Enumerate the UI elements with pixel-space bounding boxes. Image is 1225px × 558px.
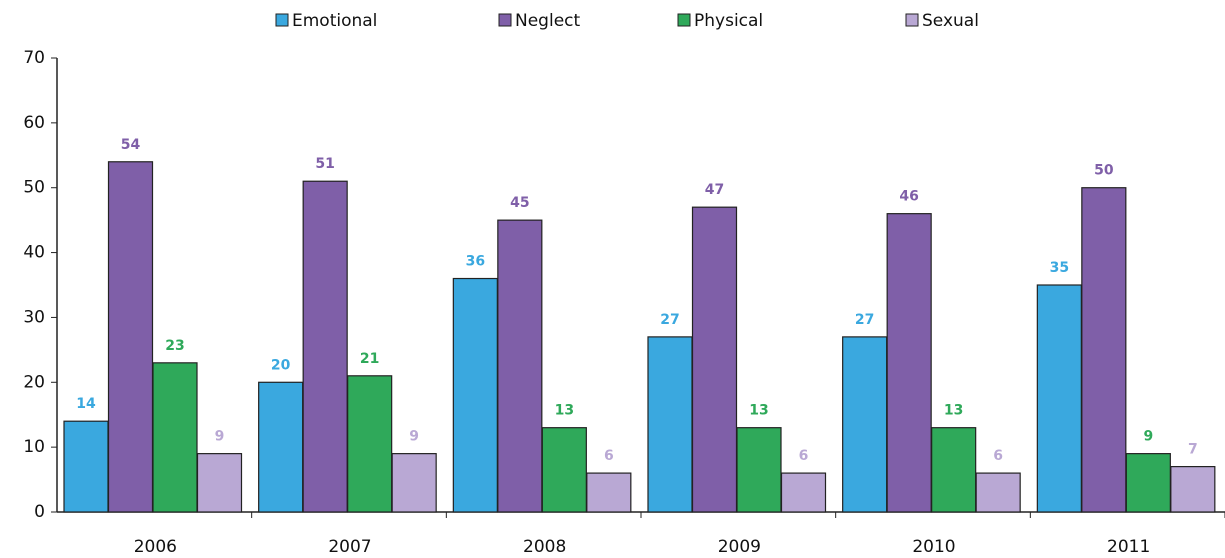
value-label: 9	[1143, 429, 1153, 445]
value-label: 46	[899, 189, 918, 205]
value-label: 35	[1050, 260, 1069, 276]
bar	[302, 180, 348, 513]
bar	[691, 206, 738, 513]
value-label: 7	[1188, 442, 1198, 458]
legend-swatch	[905, 13, 919, 27]
value-label: 27	[660, 312, 679, 328]
bar	[1170, 466, 1216, 513]
y-tick-label: 20	[23, 372, 45, 392]
bar	[842, 336, 888, 513]
value-label: 6	[604, 448, 614, 464]
value-label: 6	[993, 448, 1003, 464]
y-tick-label: 30	[23, 307, 45, 327]
value-label: 13	[555, 403, 574, 419]
bar	[1081, 187, 1127, 513]
value-label: 13	[944, 403, 963, 419]
value-label: 20	[271, 357, 291, 373]
bar	[347, 375, 393, 513]
legend-label: Neglect	[515, 11, 580, 31]
value-label: 21	[360, 351, 379, 367]
bar	[931, 427, 977, 513]
legend-label: Physical	[694, 11, 763, 31]
x-tick-label: 2011	[1107, 537, 1150, 557]
bar	[1125, 453, 1171, 513]
y-tick-label: 40	[23, 243, 45, 263]
value-label: 36	[466, 254, 485, 270]
bar	[886, 213, 932, 513]
value-label: 47	[705, 182, 724, 198]
legend-label: Sexual	[922, 11, 979, 31]
y-tick-label: 60	[23, 113, 45, 133]
bar	[63, 420, 109, 513]
bar	[196, 453, 243, 513]
legend-swatch	[275, 13, 289, 27]
value-label: 27	[855, 312, 874, 328]
x-tick-label: 2007	[328, 537, 371, 557]
bar	[736, 427, 782, 513]
bar	[258, 381, 304, 513]
bar	[780, 472, 827, 513]
bar	[541, 427, 587, 513]
y-tick-label: 50	[23, 178, 45, 198]
x-tick-label: 2006	[134, 537, 177, 557]
bar	[975, 472, 1021, 513]
y-tick-label: 10	[23, 437, 45, 457]
bar	[1036, 284, 1082, 513]
value-label: 14	[76, 396, 96, 412]
value-label: 54	[121, 137, 141, 153]
value-label: 13	[749, 403, 768, 419]
x-tick-label: 2009	[718, 537, 761, 557]
bar	[586, 472, 632, 513]
value-label: 23	[165, 338, 184, 354]
y-tick-label: 0	[34, 502, 45, 522]
value-label: 9	[215, 429, 225, 445]
bar	[452, 277, 498, 513]
value-label: 51	[315, 156, 334, 172]
bar	[107, 161, 154, 513]
bar	[391, 453, 437, 513]
x-tick-label: 2010	[912, 537, 955, 557]
legend-label: Emotional	[292, 11, 377, 31]
value-label: 50	[1094, 163, 1114, 179]
value-label: 45	[510, 195, 529, 211]
legend-swatch	[677, 13, 691, 27]
value-label: 9	[409, 429, 419, 445]
legend-swatch	[498, 13, 512, 27]
x-tick-label: 2008	[523, 537, 566, 557]
value-label: 6	[799, 448, 809, 464]
y-tick-label: 70	[23, 48, 45, 68]
bar	[497, 219, 543, 513]
bar	[152, 362, 198, 513]
bar	[647, 336, 693, 513]
